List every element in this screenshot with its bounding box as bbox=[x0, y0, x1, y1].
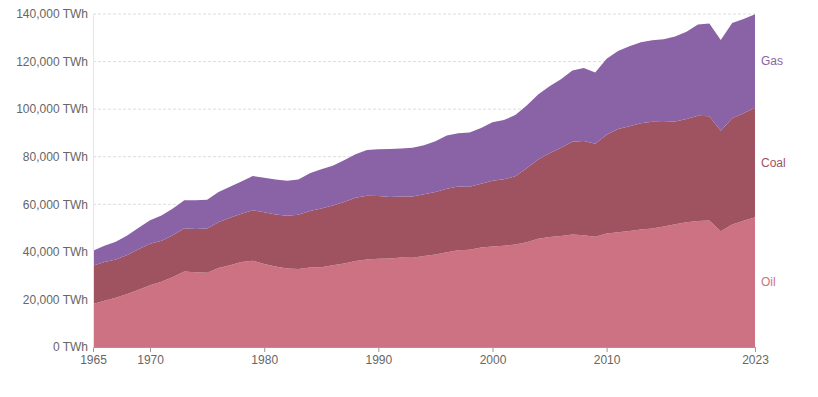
y-tick: 100,000 TWh bbox=[16, 102, 93, 116]
x-axis-line bbox=[94, 348, 756, 353]
y-tick: 20,000 TWh bbox=[23, 293, 93, 307]
series-label: Gas bbox=[761, 54, 783, 68]
series-label: Coal bbox=[761, 156, 786, 170]
chart: 1965 1970 1980 1990 2000 2010 2023 0 TWh 20,000 … bbox=[0, 0, 818, 397]
grid bbox=[93, 14, 755, 347]
plot: 1965 1970 1980 1990 2000 2010 2023 0 TWh 20,000 … bbox=[16, 7, 786, 366]
x-tick-label: 1990 bbox=[365, 353, 392, 367]
y-axis-line bbox=[93, 15, 94, 348]
y-tick: 120,000 TWh bbox=[16, 55, 93, 69]
y-tick-label: 40,000 TWh bbox=[23, 245, 88, 259]
y-tick-label: 100,000 TWh bbox=[16, 102, 88, 116]
y-tick: 60,000 TWh bbox=[23, 198, 93, 212]
x-tick-label: 2010 bbox=[594, 353, 621, 367]
areas bbox=[93, 14, 755, 347]
x-tick-label: 1980 bbox=[251, 353, 278, 367]
x-tick-label: 1965 bbox=[80, 353, 107, 367]
x-tick: 1980 bbox=[251, 347, 278, 367]
x-tick-label: 2000 bbox=[480, 353, 507, 367]
grid-line bbox=[93, 14, 755, 15]
y-axis: 0 TWh 20,000 TWh 40,000 TWh 60,000 TWh 80,00… bbox=[16, 7, 93, 354]
area bbox=[93, 14, 755, 265]
x-tick: 2000 bbox=[480, 347, 507, 367]
x-tick-mark bbox=[93, 347, 94, 352]
y-tick-label: 20,000 TWh bbox=[23, 293, 88, 307]
x-tick-mark bbox=[607, 347, 608, 352]
y-tick: 80,000 TWh bbox=[23, 150, 93, 164]
y-tick-label: 140,000 TWh bbox=[16, 7, 88, 21]
y-tick-label: 120,000 TWh bbox=[16, 55, 88, 69]
x-tick-mark bbox=[264, 347, 265, 352]
x-tick-mark bbox=[378, 347, 379, 352]
x-tick-mark bbox=[755, 347, 756, 352]
x-tick-label: 1970 bbox=[137, 353, 164, 367]
x-tick: 2010 bbox=[594, 347, 621, 367]
x-tick: 1970 bbox=[137, 347, 164, 367]
y-tick: 40,000 TWh bbox=[23, 245, 93, 259]
series-labels: Oil Coal Gas bbox=[761, 54, 786, 289]
y-tick: 140,000 TWh bbox=[16, 7, 93, 21]
x-tick: 2023 bbox=[742, 347, 769, 367]
x-tick-label: 2023 bbox=[742, 353, 769, 367]
y-tick-label: 80,000 TWh bbox=[23, 150, 88, 164]
x-tick-mark bbox=[150, 347, 151, 352]
y-tick: 0 TWh bbox=[53, 340, 93, 354]
y-tick-label: 60,000 TWh bbox=[23, 198, 88, 212]
x-tick: 1990 bbox=[365, 347, 392, 367]
x-axis: 1965 1970 1980 1990 2000 2010 2023 bbox=[80, 347, 769, 367]
series-label: Oil bbox=[761, 275, 776, 289]
x-tick-mark bbox=[492, 347, 493, 352]
y-tick-label: 0 TWh bbox=[53, 340, 88, 354]
